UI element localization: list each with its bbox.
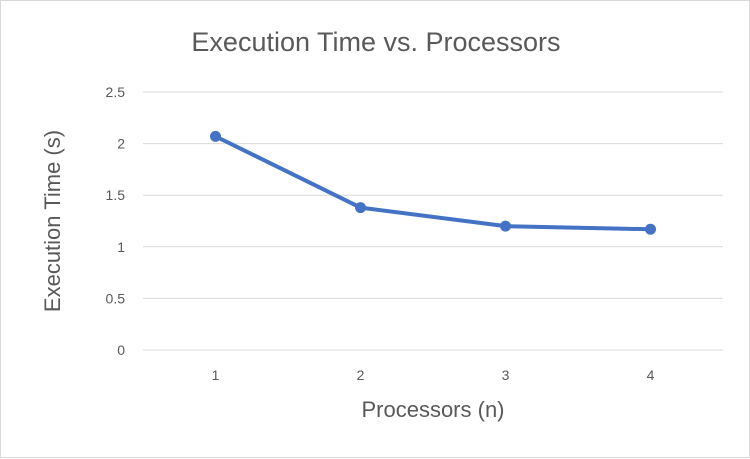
- y-tick-label: 1: [117, 239, 125, 255]
- data-point: [210, 130, 221, 142]
- series-line: [213, 134, 653, 232]
- x-tick-label: 1: [212, 367, 220, 383]
- y-tick-label: 1.5: [106, 187, 126, 203]
- x-tick-label: 4: [647, 367, 655, 383]
- x-tick-label: 3: [502, 367, 510, 383]
- chart-title: Execution Time vs. Processors: [191, 27, 561, 57]
- data-point: [355, 202, 366, 214]
- data-point: [645, 223, 656, 235]
- y-tick-label: 2.5: [106, 84, 126, 100]
- x-tick-label: 2: [357, 367, 365, 383]
- y-tick-label: 2: [117, 136, 125, 152]
- x-axis-label: Processors (n): [361, 397, 505, 422]
- y-tick-label: 0: [117, 342, 125, 358]
- data-point: [500, 220, 511, 232]
- y-tick-label: 0.5: [106, 290, 126, 306]
